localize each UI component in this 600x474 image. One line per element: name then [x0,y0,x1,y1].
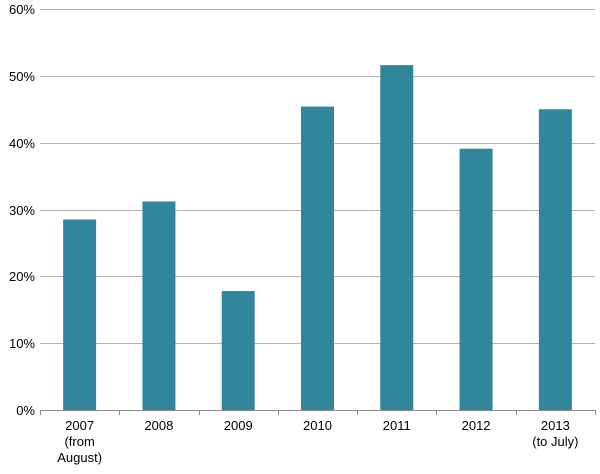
bars [63,65,572,411]
x-category-label-line: (to July) [532,434,578,449]
y-axis-tick-labels: 0% 10% 20% 30% 40% 50% 60% [9,2,35,418]
x-category-label-line: August) [57,450,102,465]
x-category-label: 2009 [224,418,253,433]
x-category-label-line: 2013 [541,418,570,433]
bar [142,201,176,410]
x-category-label-line: (from [64,434,94,449]
x-category-label-line: 2012 [462,418,491,433]
x-category-label: 2008 [144,418,173,433]
y-tick-label: 20% [9,269,35,284]
x-category-label-line: 2010 [303,418,332,433]
bar [380,65,414,410]
bar [459,148,493,410]
x-category-label: 2012 [462,418,491,433]
bar [301,106,334,411]
x-category-label-line: 2007 [65,418,94,433]
x-axis-tick-marks [40,410,596,415]
y-tick-label: 40% [9,136,35,151]
y-tick-label: 50% [9,69,35,84]
x-axis-category-labels: 2007 (from August) 2008 2009 2010 2011 2012 2013… [57,418,578,465]
x-category-label: 2011 [383,418,411,433]
x-category-label: 2010 [303,418,332,433]
x-category-label-line: 2009 [224,418,253,433]
y-tick-label: 30% [9,203,35,218]
bar [221,291,255,410]
bar [63,219,97,410]
y-tick-label: 0% [16,403,35,418]
x-category-label-line: 2011 [383,418,411,433]
y-tick-label: 60% [9,2,35,17]
bar [538,109,572,410]
y-tick-label: 10% [9,336,35,351]
x-category-label: 2013 (to July) [532,418,578,449]
x-category-label-line: 2008 [144,418,173,433]
x-category-label: 2007 (from August) [57,418,102,465]
